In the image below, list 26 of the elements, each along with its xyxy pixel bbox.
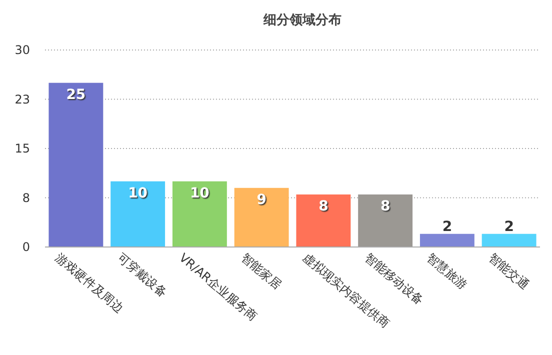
data-label: 8 <box>318 198 328 214</box>
y-tick-label: 23 <box>14 92 30 106</box>
bar <box>172 181 227 247</box>
y-tick-label: 30 <box>14 43 30 57</box>
bar <box>48 82 104 247</box>
data-label: 2 <box>442 218 452 235</box>
bar <box>234 188 289 247</box>
data-label: 10 <box>128 185 148 202</box>
y-tick-label: 8 <box>22 190 30 205</box>
data-label: 8 <box>380 198 390 214</box>
bar <box>482 234 536 247</box>
bar <box>420 234 474 247</box>
y-tick-label: 15 <box>14 142 30 156</box>
data-label: 25 <box>66 86 86 103</box>
bar <box>110 181 166 247</box>
x-tick-label: 智慧旅游 <box>424 250 470 292</box>
chart-title: 细分领域分布 <box>262 13 342 28</box>
data-label: 9 <box>256 192 266 208</box>
data-label: 2 <box>504 218 514 235</box>
x-tick-label: 智能家居 <box>238 250 284 292</box>
x-tick-label: 可穿戴设备 <box>114 250 170 300</box>
data-label: 10 <box>190 185 210 202</box>
x-tick-label: 智能交通 <box>486 250 532 292</box>
bar <box>358 194 413 247</box>
y-tick-label: 0 <box>22 240 30 254</box>
bar <box>296 194 351 247</box>
